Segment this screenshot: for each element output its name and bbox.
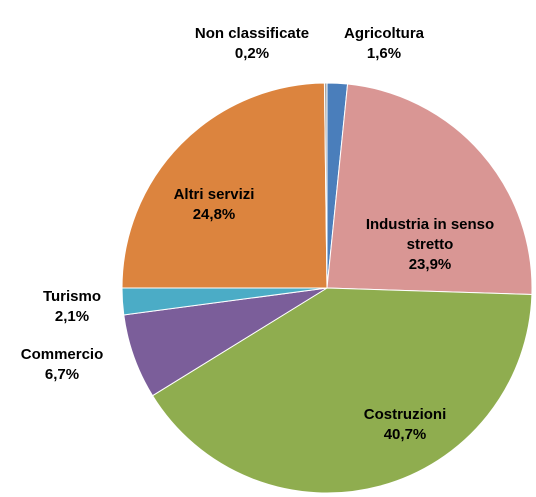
category-label: Industria in senso stretto xyxy=(365,216,495,253)
slice-label: Altri servizi 24,8% xyxy=(174,185,255,225)
category-label: Turismo xyxy=(42,288,102,305)
slice xyxy=(121,82,328,289)
category-label: Costruzioni xyxy=(363,406,447,423)
value-label: 1,6% xyxy=(366,45,402,62)
value-label: 6,7% xyxy=(44,366,80,383)
category-label: Agricoltura xyxy=(343,25,425,42)
slice-label: Commercio 6,7% xyxy=(21,345,104,385)
slice xyxy=(151,287,533,494)
slice-label: Non classificate 0,2% xyxy=(195,24,309,64)
category-label: Commercio xyxy=(20,346,104,363)
value-label: 0,2% xyxy=(234,45,270,62)
value-label: 24,8% xyxy=(192,206,236,223)
slice-label: Industria in senso stretto 23,9% xyxy=(355,215,505,275)
value-label: 2,1% xyxy=(54,308,90,325)
slice xyxy=(326,83,533,295)
value-label: 40,7% xyxy=(383,426,427,443)
slice-label: Costruzioni 40,7% xyxy=(364,405,447,445)
value-label: 23,9% xyxy=(408,256,452,273)
category-label: Altri servizi xyxy=(173,186,255,203)
slice-label: Turismo 2,1% xyxy=(43,287,101,327)
slice xyxy=(323,82,328,289)
category-label: Non classificate xyxy=(194,25,310,42)
slice-label: Agricoltura 1,6% xyxy=(344,24,424,64)
